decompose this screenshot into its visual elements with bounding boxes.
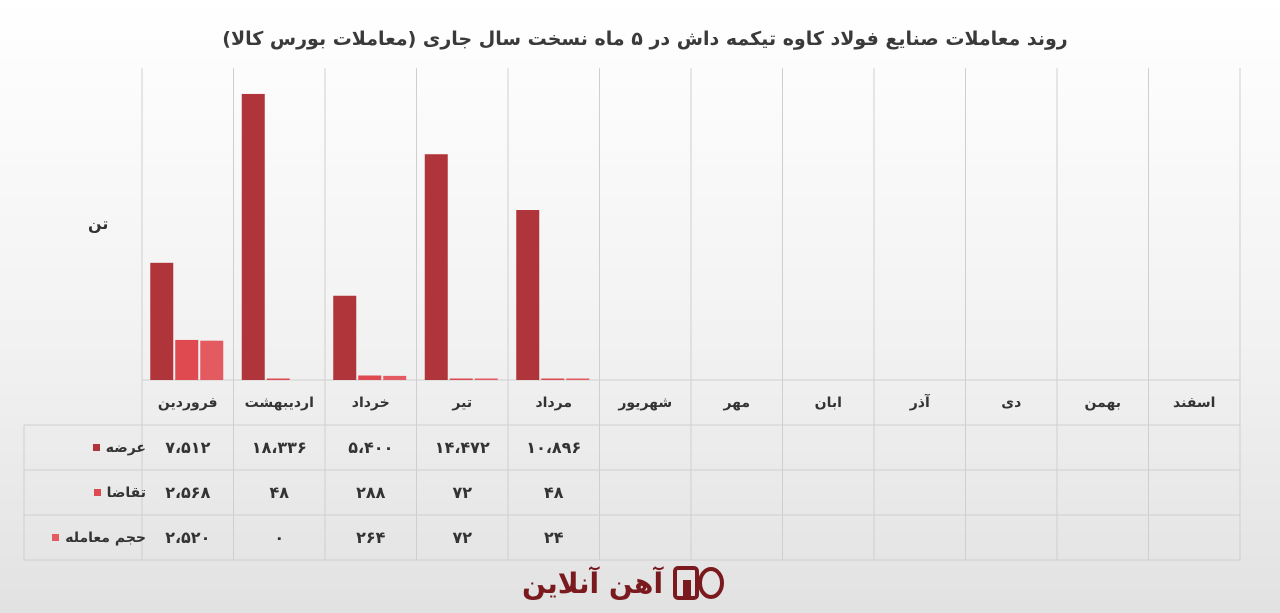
category-label: دی bbox=[1001, 394, 1022, 411]
bar-supply bbox=[424, 154, 448, 380]
bar-volume bbox=[566, 378, 590, 380]
data-label: ۲،۵۶۸ bbox=[165, 483, 211, 502]
logo-mark-icon bbox=[673, 566, 725, 600]
data-label: ۷۲ bbox=[452, 528, 473, 547]
data-label: ۱۸،۳۳۶ bbox=[251, 438, 307, 457]
legend-entry: حجم معامله bbox=[24, 515, 146, 560]
data-label: ۴۸ bbox=[543, 483, 564, 502]
category-label: مرداد bbox=[535, 394, 573, 411]
category-label: اردیبهشت bbox=[244, 394, 314, 411]
data-label: ۷،۵۱۲ bbox=[165, 438, 211, 457]
data-label: ۱۴،۴۷۲ bbox=[434, 438, 490, 457]
legend-label: عرضه bbox=[105, 439, 146, 456]
logo-text: آهن آنلاین bbox=[522, 566, 664, 600]
data-label: ۵،۴۰۰ bbox=[348, 438, 394, 457]
category-label: بهمن bbox=[1084, 394, 1121, 411]
bar-supply bbox=[241, 93, 265, 380]
data-label: ۴۸ bbox=[269, 483, 290, 502]
bar-demand bbox=[541, 378, 565, 380]
data-label: ۱۰،۸۹۶ bbox=[526, 438, 582, 457]
bar-supply bbox=[516, 210, 540, 380]
data-label: ۲۴ bbox=[543, 528, 564, 547]
y-axis-unit-label: تن bbox=[88, 214, 109, 233]
bar-demand bbox=[358, 375, 382, 380]
category-label: مهر bbox=[723, 394, 751, 411]
chart-title: روند معاملات صنایع فولاد کاوه تیکمه داش … bbox=[222, 28, 1068, 50]
legend-label: تقاضا bbox=[106, 484, 146, 501]
category-label: خرداد bbox=[351, 394, 390, 411]
category-label: اسفند bbox=[1173, 394, 1216, 411]
category-label: آذر bbox=[909, 394, 930, 411]
data-label: ۲،۵۲۰ bbox=[165, 528, 211, 547]
data-label: ۲۶۴ bbox=[356, 528, 386, 547]
bar-volume bbox=[200, 340, 224, 380]
bar-volume bbox=[474, 378, 498, 380]
data-label: ۰ bbox=[274, 528, 285, 547]
bar-demand bbox=[266, 378, 290, 380]
data-label: ۷۲ bbox=[452, 483, 473, 502]
bar-demand bbox=[449, 378, 473, 380]
brand-logo: آهن آنلاین bbox=[522, 562, 725, 604]
legend-swatch-icon bbox=[92, 444, 100, 451]
bar-demand bbox=[175, 339, 199, 380]
category-label: فروردین bbox=[157, 394, 218, 411]
legend-entry: عرضه bbox=[24, 425, 146, 470]
category-label: ابان bbox=[814, 394, 842, 411]
legend-label: حجم معامله bbox=[65, 529, 146, 546]
legend-swatch-icon bbox=[93, 489, 101, 496]
legend-swatch-icon bbox=[52, 534, 60, 541]
legend-entry: تقاضا bbox=[24, 470, 146, 515]
category-label: تیر bbox=[452, 394, 473, 411]
bar-supply bbox=[150, 262, 174, 380]
data-label: ۲۸۸ bbox=[356, 483, 386, 502]
category-label: شهریور bbox=[618, 394, 673, 411]
bar-volume bbox=[383, 375, 407, 380]
bar-supply bbox=[333, 295, 357, 380]
